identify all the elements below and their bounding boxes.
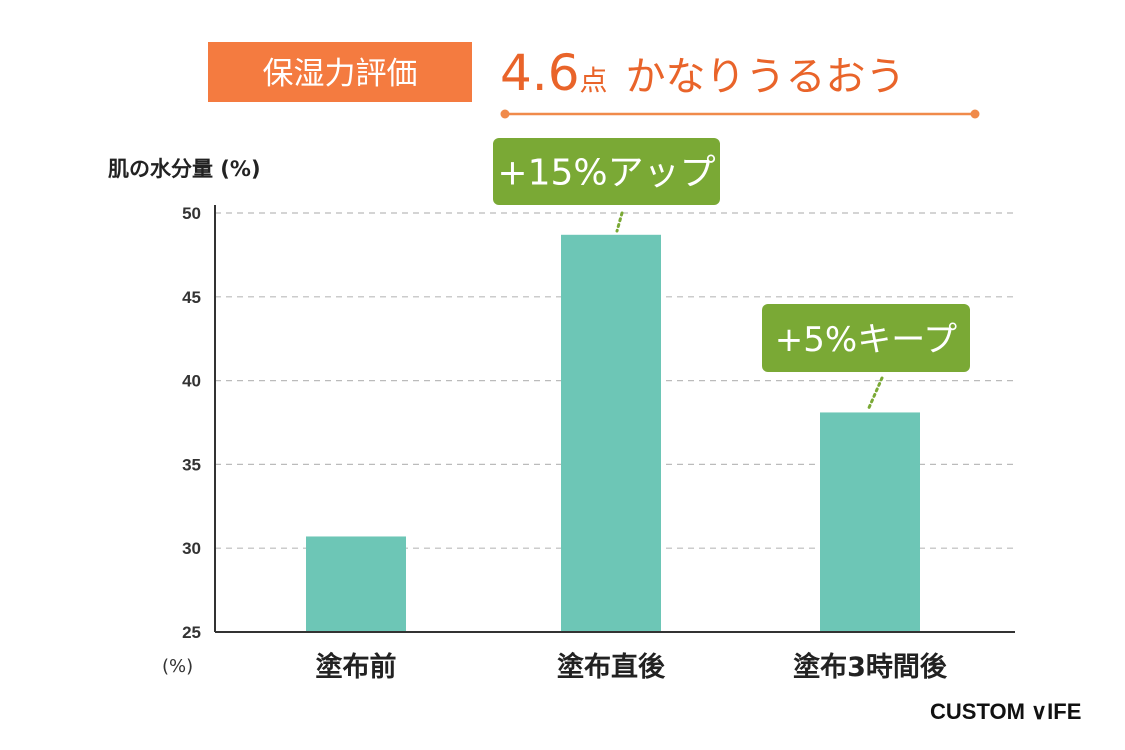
y-axis-title: 肌の水分量 (%) <box>108 157 261 181</box>
bar <box>820 412 920 632</box>
underline-dot-right <box>970 109 980 119</box>
y-tick-label: 35 <box>182 455 201 474</box>
bar <box>306 536 406 632</box>
y-tick-label: 40 <box>182 372 201 391</box>
callout-pointer <box>866 376 884 412</box>
x-category-label: 塗布直後 <box>557 651 666 683</box>
logo: CUSTOM ∨IFE <box>930 699 1081 724</box>
x-category-label: 塗布前 <box>316 651 397 683</box>
y-tick-label: 25 <box>182 623 201 642</box>
bar <box>561 234 661 632</box>
y-tick-label: 30 <box>182 539 201 558</box>
underline-dot-left <box>500 109 510 119</box>
callout-box <box>493 138 720 205</box>
y-tick-label: 50 <box>182 204 201 223</box>
y-tick-label: 45 <box>182 288 201 307</box>
callout-pointer <box>615 211 624 233</box>
y-unit-label: (%) <box>162 656 193 677</box>
callout-text: +5%キープ <box>775 320 957 360</box>
title-badge-text: 保湿力評価 <box>263 56 418 92</box>
callout-text: +15%アップ <box>497 153 715 194</box>
x-category-label: 塗布3時間後 <box>793 651 948 683</box>
callout-box <box>762 304 970 372</box>
score-text: 4.6点 かなりうるおう <box>500 44 906 102</box>
title-badge <box>208 42 472 102</box>
